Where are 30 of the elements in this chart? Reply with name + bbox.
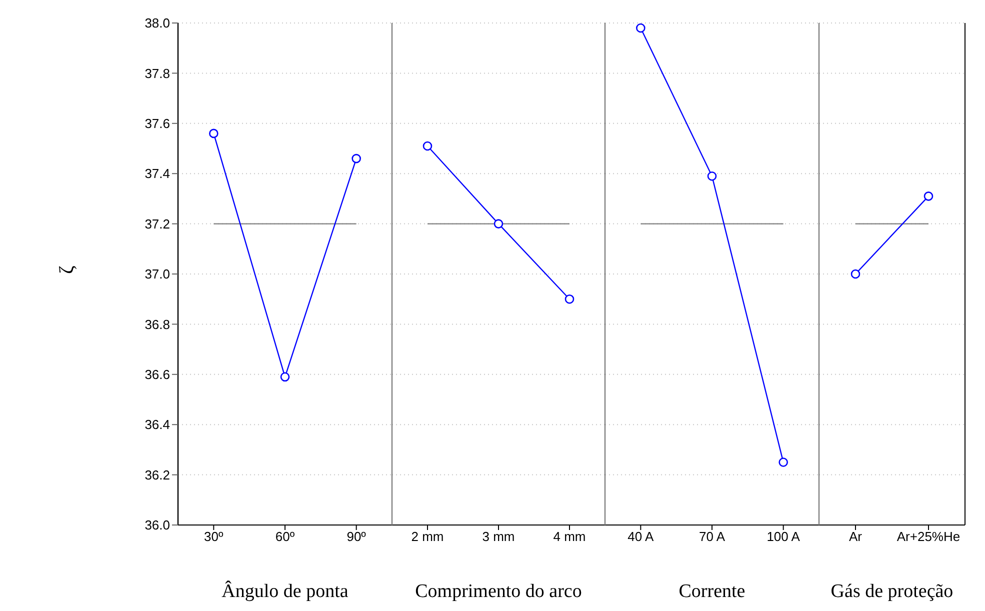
- x-tick-label: 4 mm: [553, 529, 586, 544]
- y-tick-label: 37.0: [144, 266, 170, 282]
- y-tick-label: 37.2: [144, 216, 170, 232]
- x-tick-label: 100 A: [766, 529, 800, 544]
- point: [280, 372, 290, 382]
- y-tick-label: 37.8: [144, 66, 170, 81]
- x-axis-title: Ângulo de ponta: [222, 580, 349, 602]
- x-tick-label: 90º: [346, 529, 366, 544]
- y-tick-label: 36.2: [144, 467, 170, 482]
- y-tick-label: 36.8: [144, 316, 170, 332]
- point: [352, 154, 361, 164]
- y-tick-label: 36.4: [144, 417, 170, 432]
- y-tick-label: 37.4: [144, 166, 170, 182]
- x-tick-label: 3 mm: [482, 529, 515, 544]
- x-tick-label: Ar+25%He: [896, 529, 960, 544]
- x-tick-label: 70 A: [698, 529, 726, 544]
- x-tick-label: 2 mm: [411, 529, 444, 544]
- x-axis-title: Gás de proteção: [830, 581, 954, 602]
- y-tick-label: 36.6: [144, 367, 170, 382]
- y-axis-title: ζ: [56, 266, 78, 274]
- x-tick-label: Ar: [849, 529, 863, 544]
- y-tick-label: 36.0: [144, 518, 170, 533]
- point: [209, 128, 218, 138]
- x-tick-label: 60º: [275, 529, 295, 544]
- x-tick-label: 40 A: [628, 529, 654, 544]
- x-axis-title: Corrente: [678, 581, 746, 602]
- y-tick-label: 38.0: [144, 16, 170, 31]
- x-axis-title: Comprimento do arco: [415, 581, 582, 602]
- y-tick-label: 37.6: [144, 116, 170, 132]
- x-tick-label: 30º: [204, 529, 224, 544]
